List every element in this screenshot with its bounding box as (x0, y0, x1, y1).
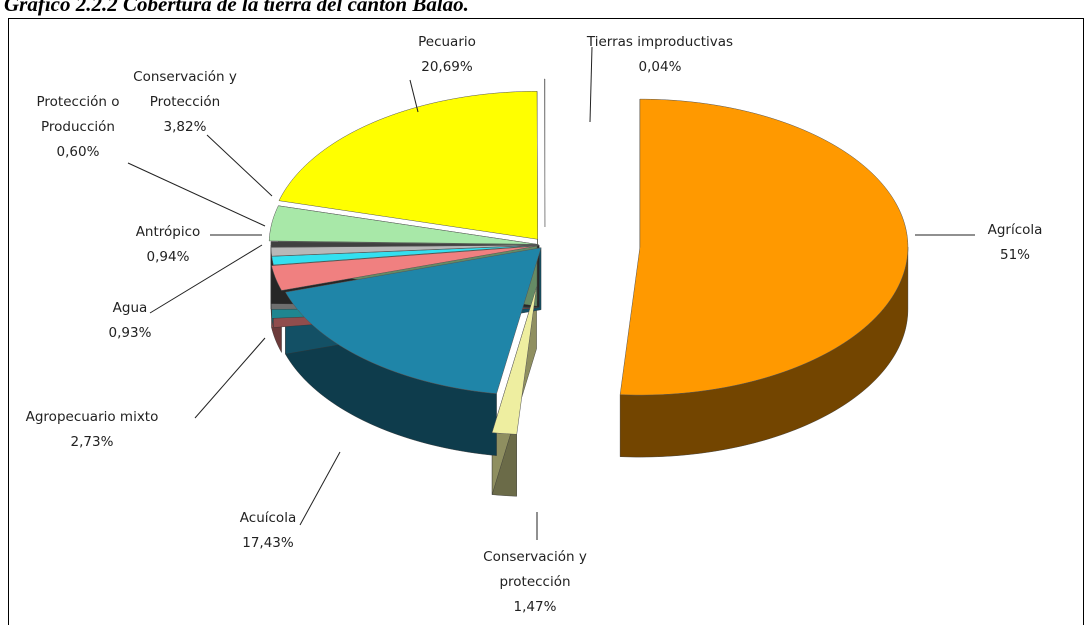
slice-label-name: Acuícola (239, 510, 297, 526)
slice-label-value: 0,60% (56, 144, 100, 160)
slice-label: Tierras improductivas 0,04% (575, 30, 745, 80)
slice-label-name: Conservación y protección (483, 549, 587, 590)
chart-title: Gráfico 2.2.2 Cobertura de la tierra del… (4, 0, 469, 16)
slice (270, 241, 540, 248)
slice-label-value: 0,94% (146, 249, 190, 265)
slice-label-value: 51% (999, 247, 1030, 263)
slice-label-name: Antrópico (135, 224, 201, 240)
slice (278, 91, 538, 240)
slice-label-value: 1,47% (513, 599, 557, 615)
slice-label-value: 2,73% (70, 434, 114, 450)
slice (268, 205, 538, 245)
chart-frame (8, 18, 1084, 625)
slice-label-name: Pecuario (418, 34, 476, 50)
slice-label-name: Agrícola (987, 222, 1043, 238)
leader-line (409, 79, 419, 113)
slice-label: Conservación y protección 1,47% (465, 545, 605, 620)
slice-label: Pecuario 20,69% (397, 30, 497, 80)
slice (544, 78, 546, 228)
leader-line (194, 337, 266, 419)
slice (491, 286, 537, 435)
slice-label: Conservación y Protección 3,82% (126, 65, 244, 140)
slice-label-name: Protección o Producción (36, 94, 120, 135)
slice (285, 247, 542, 394)
slice-label: Agropecuario mixto 2,73% (0, 405, 187, 455)
slice-label: Acuícola 17,43% (223, 506, 313, 556)
leader-line (127, 162, 266, 227)
slice-label-name: Agropecuario mixto (25, 409, 159, 425)
slice-label-value: 3,82% (163, 119, 207, 135)
leader-line (299, 451, 341, 526)
slice-label-name: Agua (112, 300, 148, 316)
slice (619, 98, 909, 396)
slice-label-value: 0,04% (638, 59, 682, 75)
leader-line (149, 244, 263, 314)
slice-label: Antrópico 0,94% (123, 220, 213, 270)
slice-label: Protección o Producción 0,60% (33, 90, 123, 165)
slice-label-name: Tierras improductivas (586, 34, 734, 50)
slice-label: Agrícola 51% (970, 218, 1060, 268)
slice-label-name: Conservación y Protección (133, 69, 237, 110)
leader-line (206, 134, 273, 197)
slice-label-value: 17,43% (242, 535, 294, 551)
slice-label: Agua 0,93% (90, 296, 170, 346)
slice-label-value: 20,69% (421, 59, 473, 75)
leader-line (589, 46, 593, 123)
slice (271, 245, 538, 291)
slice-label-value: 0,93% (108, 325, 152, 341)
